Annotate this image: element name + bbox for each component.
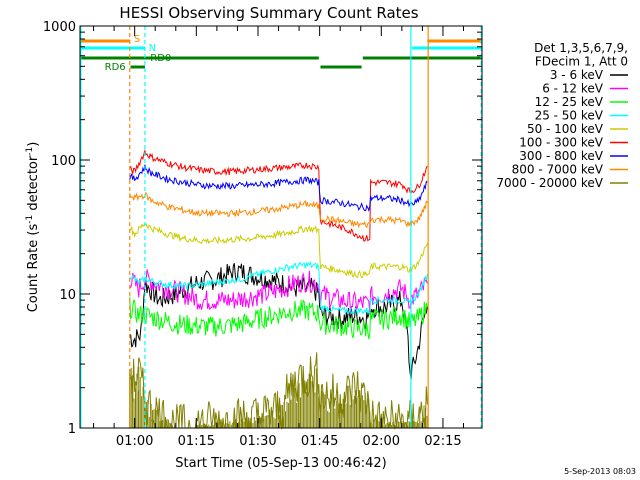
legend-entry-label: 25 - 50 keV: [535, 109, 604, 123]
y-tick-label: 10: [59, 288, 76, 303]
vlines-layer: [80, 26, 482, 428]
x-tick-label: 01:15: [178, 434, 215, 449]
x-tick-label: 02:15: [424, 434, 461, 449]
x-tick-label: 02:00: [363, 434, 400, 449]
flag-label: RD0: [150, 53, 171, 64]
ylabel-part-3: ): [26, 142, 41, 147]
ylabel-sup-1: -1: [25, 215, 35, 224]
chart-title: HESSI Observing Summary Count Rates: [119, 4, 418, 22]
ylabel-sup-2: -1: [25, 147, 35, 156]
legend-header-line: FDecim 1, Att 0: [535, 55, 628, 69]
legend-entry-label: 6 - 12 keV: [542, 82, 604, 96]
footer-timestamp: 5-Sep-2013 08:03: [564, 467, 636, 476]
ylabel-part-1: Count Rate (s: [26, 224, 41, 313]
legend: Det 1,3,5,6,7,9,FDecim 1, Att 03 - 6 keV…: [496, 41, 628, 190]
x-axis-label: Start Time (05-Sep-13 00:46:42): [175, 456, 386, 471]
legend-entry-label: 100 - 300 keV: [519, 136, 603, 150]
flag-label: S: [134, 34, 140, 45]
y-tick-label: 1: [68, 422, 76, 437]
y-tick-label: 1000: [43, 20, 76, 35]
series-layer: [129, 148, 428, 430]
legend-entry-label: 300 - 800 keV: [519, 149, 603, 163]
plot-frame: [79, 25, 483, 429]
legend-entry-label: 12 - 25 keV: [535, 95, 604, 109]
series-line: [129, 148, 428, 242]
y-tick-label: 100: [51, 154, 76, 169]
legend-entry-label: 7000 - 20000 keV: [496, 176, 603, 190]
series-line: [129, 223, 428, 279]
series-line: [129, 296, 428, 340]
ylabel-part-2: detector: [26, 155, 41, 215]
legend-entry-label: 50 - 100 keV: [527, 122, 604, 136]
legend-header-line: Det 1,3,5,6,7,9,: [534, 41, 628, 55]
series-line: [129, 191, 428, 229]
series-line: [129, 261, 428, 316]
x-tick-label: 01:00: [116, 434, 153, 449]
axes-layer: 1 10 100 1000 01:00 01:15 01:30 01:45 02:00 02:15: [43, 20, 482, 449]
legend-entry-label: 3 - 6 keV: [550, 68, 604, 82]
flag-label: N: [149, 43, 156, 54]
x-tick-label: 01:45: [301, 434, 338, 449]
y-axis-label: Count Rate (s-1 detector-1): [25, 142, 41, 313]
legend-entry-label: 800 - 7000 keV: [512, 163, 604, 177]
series-line: [129, 164, 428, 212]
flag-label: RD6: [105, 62, 126, 73]
x-tick-label: 01:30: [239, 434, 276, 449]
